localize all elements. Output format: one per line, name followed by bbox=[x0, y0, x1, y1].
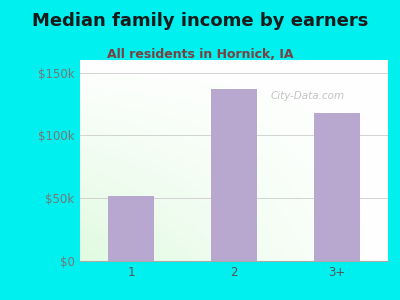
Bar bbox=[314, 113, 360, 261]
Bar bbox=[211, 89, 257, 261]
Text: Median family income by earners: Median family income by earners bbox=[32, 12, 368, 30]
Bar bbox=[108, 196, 154, 261]
Text: City-Data.com: City-Data.com bbox=[271, 91, 345, 101]
Text: All residents in Hornick, IA: All residents in Hornick, IA bbox=[107, 48, 293, 61]
